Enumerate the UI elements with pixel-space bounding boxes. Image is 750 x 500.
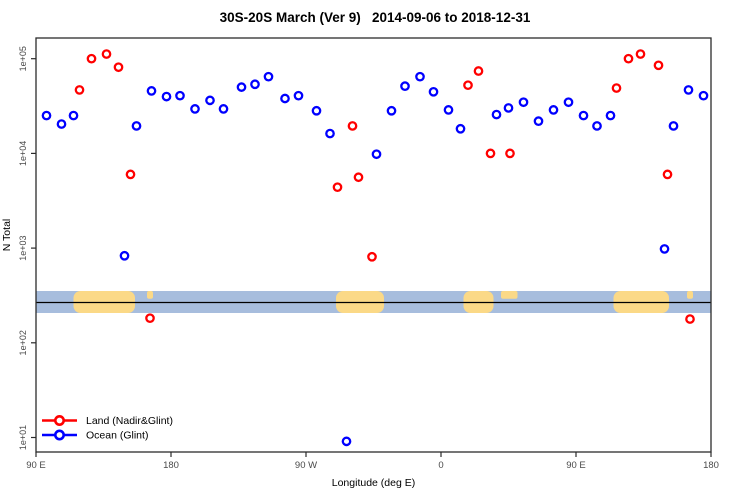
data-point-ocean [161, 91, 172, 102]
y-axis-tick-label: 1e+04 [18, 141, 28, 166]
legend-marker [53, 429, 65, 441]
data-point-ocean [668, 121, 679, 131]
data-point-land [86, 53, 97, 64]
legend-marker [53, 414, 65, 426]
data-point-land [367, 251, 377, 262]
data-point-ocean [325, 128, 335, 139]
x-axis-tick-label: 180 [703, 460, 719, 471]
data-point-ocean [311, 105, 322, 116]
x-axis-tick-label: 180 [163, 460, 179, 471]
legend-label: Ocean (Glint) [86, 430, 148, 442]
data-point-ocean [578, 110, 589, 121]
data-point-land [485, 148, 496, 159]
x-axis-title: Longitude (deg E) [332, 477, 415, 489]
x-axis-tick-label: 90 E [566, 460, 586, 471]
data-point-ocean [683, 85, 694, 95]
data-point-ocean [236, 82, 247, 92]
data-point-land [662, 169, 673, 180]
data-point-ocean [428, 86, 439, 97]
data-point-ocean [119, 250, 130, 261]
data-point-ocean [146, 86, 157, 96]
data-point-ocean [371, 149, 382, 160]
data-point-ocean [250, 79, 260, 90]
data-point-land [653, 60, 664, 71]
data-point-land [101, 49, 112, 59]
y-axis-tick-label: 1e+05 [18, 46, 28, 71]
data-point-ocean [205, 95, 215, 106]
plot-frame [35, 37, 712, 453]
y-axis-title: N Total [1, 219, 13, 252]
data-point-land [113, 62, 124, 73]
data-point-ocean [415, 71, 425, 82]
data-point-land [611, 83, 622, 93]
map-strip-land-madagascar [501, 291, 518, 299]
data-point-ocean [659, 244, 670, 254]
data-point-land [145, 313, 155, 324]
data-point-ocean [386, 105, 397, 116]
data-point-ocean [280, 93, 290, 104]
y-axis-tick-label: 1e+02 [18, 330, 28, 355]
data-point-land [74, 85, 85, 95]
data-point-ocean [563, 97, 574, 108]
data-point-ocean [455, 123, 466, 134]
data-point-ocean [56, 119, 67, 129]
data-point-ocean [400, 81, 410, 92]
data-point-land [332, 182, 343, 193]
y-axis-tick-label: 1e+01 [18, 425, 28, 450]
data-point-land [685, 314, 695, 324]
map-strip-land-new-caledonia-repeat [687, 291, 693, 299]
data-point-land [505, 148, 515, 159]
data-point-land [125, 169, 136, 180]
legend-label: Land (Nadir&Glint) [86, 415, 173, 427]
data-point-ocean [443, 105, 454, 115]
data-point-ocean [68, 110, 79, 121]
data-point-ocean [175, 90, 185, 101]
data-point-ocean [698, 90, 709, 101]
data-point-land [347, 121, 358, 131]
data-point-ocean [491, 109, 502, 120]
data-point-ocean [533, 116, 544, 127]
data-point-land [623, 53, 634, 64]
data-point-ocean [518, 97, 529, 108]
x-axis-tick-label: 0 [438, 460, 443, 471]
data-point-ocean [293, 90, 304, 101]
data-point-ocean [341, 436, 352, 447]
data-point-ocean [131, 121, 142, 131]
data-point-ocean [592, 121, 602, 131]
data-point-land [353, 172, 364, 183]
data-point-land [635, 49, 646, 59]
chart-title: 30S-20S March (Ver 9) 2014-09-06 to 2018… [219, 10, 531, 25]
data-point-ocean [218, 104, 229, 114]
data-point-ocean [503, 103, 514, 113]
data-point-ocean [548, 105, 559, 115]
x-axis-tick-label: 90 W [295, 460, 317, 471]
map-strip-land-new-caledonia [147, 291, 153, 299]
y-axis-tick-label: 1e+03 [18, 235, 28, 260]
x-axis-tick-label: 90 E [26, 460, 46, 471]
data-point-ocean [190, 104, 200, 114]
data-point-ocean [41, 110, 52, 121]
data-point-ocean [263, 71, 274, 82]
data-point-land [463, 80, 473, 91]
data-point-land [473, 66, 484, 76]
data-point-ocean [605, 110, 616, 121]
